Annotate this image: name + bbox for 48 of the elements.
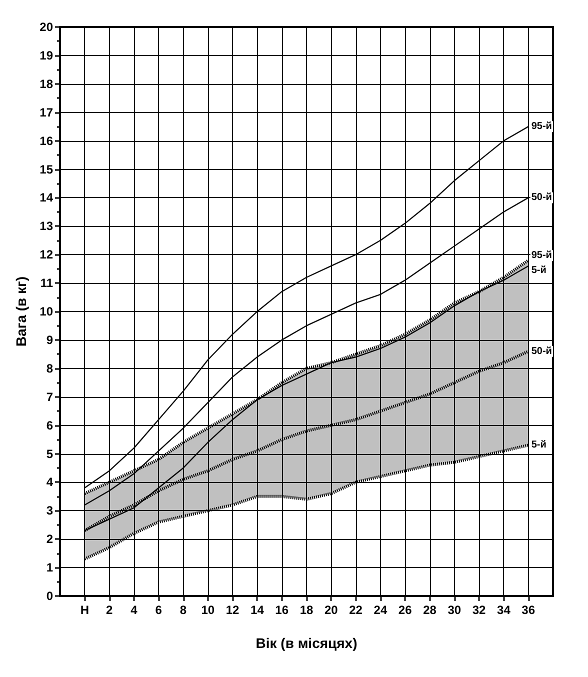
x-tick-label: 30: [448, 603, 462, 617]
y-tick-label: 12: [40, 248, 54, 262]
y-tick-label: 11: [40, 276, 54, 290]
x-tick-label: 22: [349, 603, 363, 617]
y-tick-label: 4: [46, 475, 54, 490]
series-label: 5-й: [531, 265, 546, 276]
x-tick-label: 6: [155, 603, 162, 617]
y-tick-label: 6: [46, 418, 54, 432]
y-tick-label: 0: [46, 589, 54, 603]
x-tick-label: 4: [130, 603, 138, 617]
y-tick-label: 13: [40, 219, 54, 234]
x-tick-label: 20: [324, 603, 338, 617]
y-tick-label: 14: [40, 190, 54, 205]
y-tick-label: 18: [40, 76, 54, 91]
y-tick-label: 7: [46, 390, 54, 404]
y-tick-label: 3: [46, 504, 54, 518]
x-tick-label: 26: [398, 603, 412, 617]
x-tick-label: 28: [423, 603, 437, 617]
x-tick-label: 14: [250, 603, 264, 617]
x-tick-label: 12: [226, 603, 240, 617]
y-tick-label: 5: [46, 446, 54, 461]
y-tick-label: 1: [46, 560, 54, 575]
y-tick-label: 15: [40, 162, 54, 176]
x-tick-label: 36: [522, 603, 536, 617]
series-label: 50-й: [531, 192, 552, 204]
x-tick-label: 18: [300, 603, 314, 617]
series-label: 95-й: [531, 250, 552, 262]
y-tick-label: 19: [40, 48, 54, 62]
x-tick-label: 24: [374, 603, 388, 617]
y-tick-label: 10: [40, 304, 54, 318]
x-tick-label: 16: [275, 603, 289, 617]
x-tick-label: 8: [180, 603, 187, 617]
x-tick-label: 2: [106, 603, 113, 617]
y-tick-label: 20: [40, 20, 54, 34]
y-tick-label: 17: [40, 105, 54, 120]
x-axis-title: Вік (в місяцях): [256, 635, 358, 651]
series-label: 95-й: [531, 121, 552, 132]
y-axis-title: Вага (в кг): [13, 276, 29, 347]
series-label: 5-й: [531, 440, 546, 451]
x-tick-label: Н: [80, 603, 89, 617]
y-tick-label: 16: [40, 134, 54, 148]
y-tick-label: 2: [46, 532, 54, 546]
y-tick-label: 9: [46, 332, 54, 347]
x-tick-label: 32: [472, 603, 486, 617]
x-tick-label: 34: [497, 603, 511, 617]
series-label: 50-й: [531, 346, 552, 357]
x-tick-label: 10: [201, 603, 215, 617]
y-tick-label: 8: [46, 361, 54, 376]
